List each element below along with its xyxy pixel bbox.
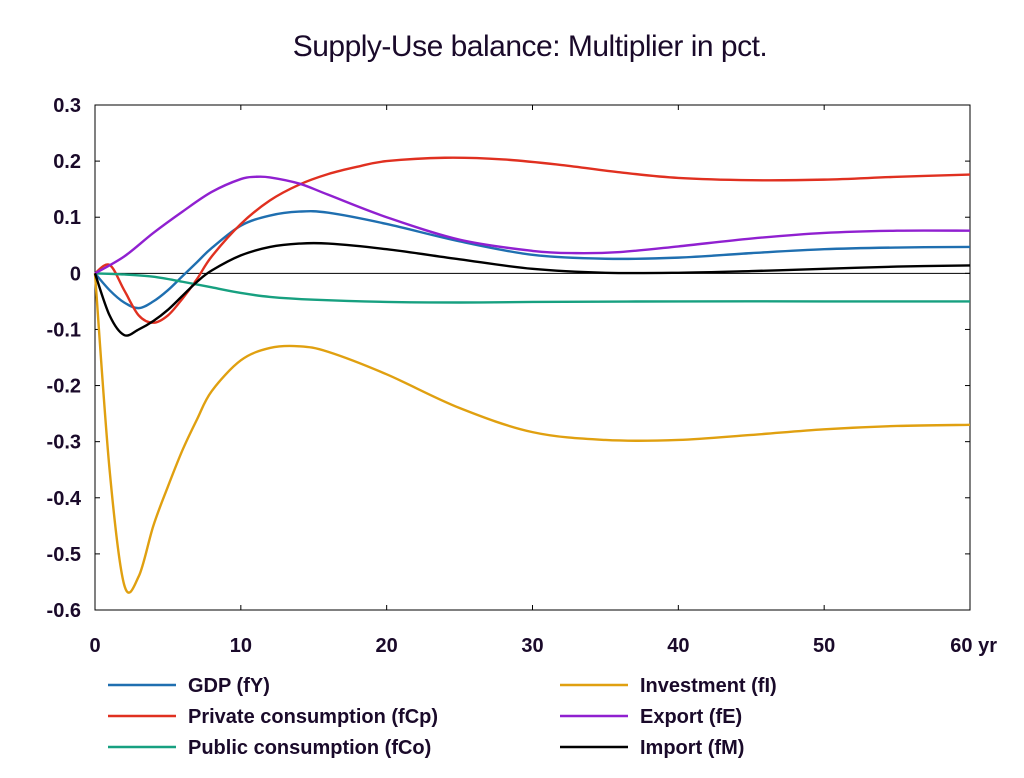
x-tick-label: 40 <box>667 635 689 657</box>
x-tick-label: 20 <box>376 635 398 657</box>
legend-label-public-consumption-fco: Public consumption (fCo) <box>188 737 431 759</box>
plot-frame <box>94 104 971 611</box>
legend: GDP (fY) Private consumption (fCp) Public … <box>108 675 777 759</box>
y-tick-label: -0.3 <box>47 432 81 454</box>
series-line-public-consumption-fco <box>94 272 970 304</box>
series-line-export-fe <box>94 175 971 275</box>
legend-label-export-fe: Export (fE) <box>640 706 742 728</box>
legend-label-private-consumption-fcp: Private consumption (fCp) <box>188 706 438 728</box>
x-tick-label: 0 <box>89 635 100 657</box>
y-tick-label: -0.6 <box>47 600 81 622</box>
x-tick-label: 50 <box>813 635 835 657</box>
x-axis: 0 10 20 30 40 50 60 yr <box>89 105 997 657</box>
y-tick-label: -0.2 <box>47 376 81 398</box>
y-tick-label: 0 <box>70 263 81 285</box>
y-tick-label: -0.4 <box>47 488 82 510</box>
legend-label-import-fm: Import (fM) <box>640 737 744 759</box>
legend-label-gdp-fy: GDP (fY) <box>188 675 270 697</box>
series-line-import-fm <box>93 241 971 337</box>
y-tick-label: -0.5 <box>47 544 81 566</box>
y-tick-label: 0.1 <box>53 207 81 229</box>
y-axis: 0.3 0.2 0.1 0 -0.1 -0.2 -0.3 -0.4 -0.5 -0.6 <box>47 95 970 622</box>
series-line-gdp-fy <box>94 210 971 310</box>
legend-label-investment-fi: Investment (fI) <box>640 675 777 697</box>
series-lines <box>93 156 971 594</box>
y-tick-label: -0.1 <box>47 319 81 341</box>
y-tick-label: 0.2 <box>53 151 81 173</box>
y-tick-label: 0.3 <box>53 95 81 117</box>
chart-title: Supply-Use balance: Multiplier in pct. <box>292 30 768 63</box>
x-tick-label: 10 <box>230 635 252 657</box>
plot-border <box>94 104 971 611</box>
x-tick-label: 60 yr <box>950 635 997 657</box>
series-line-private-consumption-fcp <box>94 156 971 324</box>
series-line-investment-fi <box>93 273 971 594</box>
x-tick-label: 30 <box>521 635 543 657</box>
